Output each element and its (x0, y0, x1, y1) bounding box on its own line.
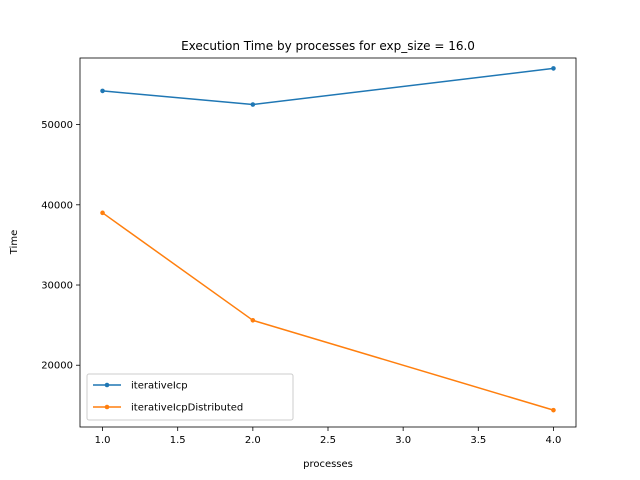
data-point (551, 407, 556, 413)
x-axis-label: processes (303, 459, 353, 470)
legend-label-2: iterativeIcpDistributed (131, 403, 243, 414)
x-axis: 1.0 1.5 2.0 2.5 3.0 3.5 4.0 (95, 427, 562, 446)
y-tick-label: 20000 (41, 361, 73, 372)
legend-box (86, 373, 294, 421)
data-point (100, 88, 105, 94)
y-tick-label: 30000 (41, 281, 73, 292)
x-tick-label: 4.0 (546, 435, 562, 446)
data-point (551, 66, 556, 71)
data-point (250, 102, 256, 107)
y-tick-label: 40000 (41, 200, 73, 211)
x-tick-label: 3.5 (470, 435, 486, 446)
x-tick-label: 3.0 (395, 435, 411, 446)
x-tick-label: 1.5 (170, 435, 186, 446)
legend-marker-2 (104, 404, 110, 410)
x-tick-label: 2.5 (320, 435, 336, 446)
y-axis-label: Time (9, 230, 20, 255)
chart-title: Execution Time by processes for exp_size… (181, 39, 475, 53)
y-axis: 20000 30000 40000 50000 (41, 120, 80, 372)
data-point (250, 318, 256, 323)
legend-label-1: iterativeIcp (131, 381, 188, 392)
legend: iterativeIcp iterativeIcpDistributed (86, 373, 294, 421)
y-tick-label: 50000 (41, 120, 73, 131)
legend-marker-1 (104, 382, 110, 388)
data-point (100, 210, 105, 216)
x-tick-label: 2.0 (245, 435, 261, 446)
plot-area (100, 66, 556, 413)
x-tick-label: 1.0 (95, 435, 111, 446)
